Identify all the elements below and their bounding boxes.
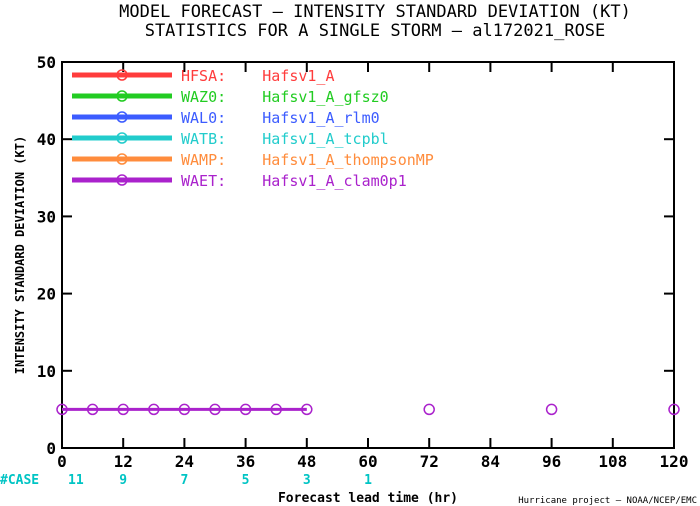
case-count: 11 (68, 473, 84, 488)
legend-swatch-marker (116, 90, 128, 102)
data-point (178, 403, 191, 416)
x-axis: 0 12 24 36 48 60 72 84 96 108 120 (57, 62, 688, 471)
legend-model: Hafsv1_A (262, 67, 334, 85)
case-count: 1 (364, 473, 372, 488)
legend-swatch-marker (116, 132, 128, 144)
x-tick-label: 108 (598, 452, 627, 471)
legend: HFSA: Hafsv1_A WAZ0: Hafsv1_A_gfsz0 WAL0: Haf… (72, 67, 434, 190)
x-tick-label: 120 (660, 452, 689, 471)
data-point (239, 403, 252, 416)
y-tick-label: 30 (37, 207, 56, 226)
data-point (148, 403, 160, 416)
legend-code: WAMP: (181, 151, 226, 169)
data-point (301, 403, 313, 416)
data-point (423, 403, 435, 416)
data-point (545, 403, 558, 416)
data-point (86, 403, 99, 416)
legend-swatch-marker (116, 174, 128, 186)
y-tick-label: 0 (46, 439, 56, 458)
legend-model: Hafsv1_A_gfsz0 (262, 88, 388, 106)
y-tick-label: 20 (37, 285, 56, 304)
case-count: 5 (242, 473, 250, 488)
x-tick-label: 36 (236, 452, 255, 471)
case-count: 9 (119, 473, 127, 488)
legend-swatch-marker (116, 69, 128, 81)
y-tick-label: 50 (37, 53, 56, 72)
x-tick-label: 60 (358, 452, 377, 471)
legend-code: WATB: (181, 130, 226, 148)
data-point (209, 403, 221, 416)
data-point (668, 403, 680, 416)
legend-code: WAZ0: (181, 88, 226, 106)
x-tick-label: 12 (114, 452, 133, 471)
data-point (56, 403, 68, 416)
legend-model: Hafsv1_A_rlm0 (262, 109, 379, 127)
x-tick-label: 48 (297, 452, 316, 471)
x-axis-label: Forecast lead time (hr) (278, 491, 458, 506)
legend-model: Hafsv1_A_clam0p1 (262, 172, 407, 190)
x-tick-label: 84 (481, 452, 500, 471)
y-axis: 0 10 20 30 40 50 (37, 53, 674, 458)
x-tick-label: 24 (175, 452, 194, 471)
x-tick-label: 96 (542, 452, 561, 471)
legend-swatch-marker (116, 111, 128, 123)
case-counts: #CASE 11 9 7 5 3 1 (0, 473, 372, 488)
y-tick-label: 10 (37, 362, 56, 381)
credit-text: Hurricane project — NOAA/NCEP/EMC (518, 496, 697, 506)
case-label: #CASE (0, 473, 39, 488)
chart-title: MODEL FORECAST — INTENSITY STANDARD DEVI… (119, 2, 631, 22)
y-tick-label: 40 (37, 130, 56, 149)
legend-model: Hafsv1_A_thompsonMP (262, 151, 434, 169)
y-axis-label: INTENSITY STANDARD DEVIATION (KT) (13, 136, 27, 374)
legend-code: HFSA: (181, 67, 226, 85)
data-point (117, 403, 129, 416)
case-count: 7 (180, 473, 188, 488)
data-point (270, 403, 282, 416)
x-tick-label: 0 (57, 452, 67, 471)
case-count: 3 (303, 473, 311, 488)
chart-subtitle: STATISTICS FOR A SINGLE STORM — al172021… (145, 21, 606, 41)
legend-code: WAET: (181, 172, 226, 190)
legend-code: WAL0: (181, 109, 226, 127)
x-tick-label: 72 (420, 452, 439, 471)
series-layer (56, 403, 680, 416)
legend-model: Hafsv1_A_tcpbl (262, 130, 388, 148)
legend-swatch-marker (116, 153, 128, 165)
